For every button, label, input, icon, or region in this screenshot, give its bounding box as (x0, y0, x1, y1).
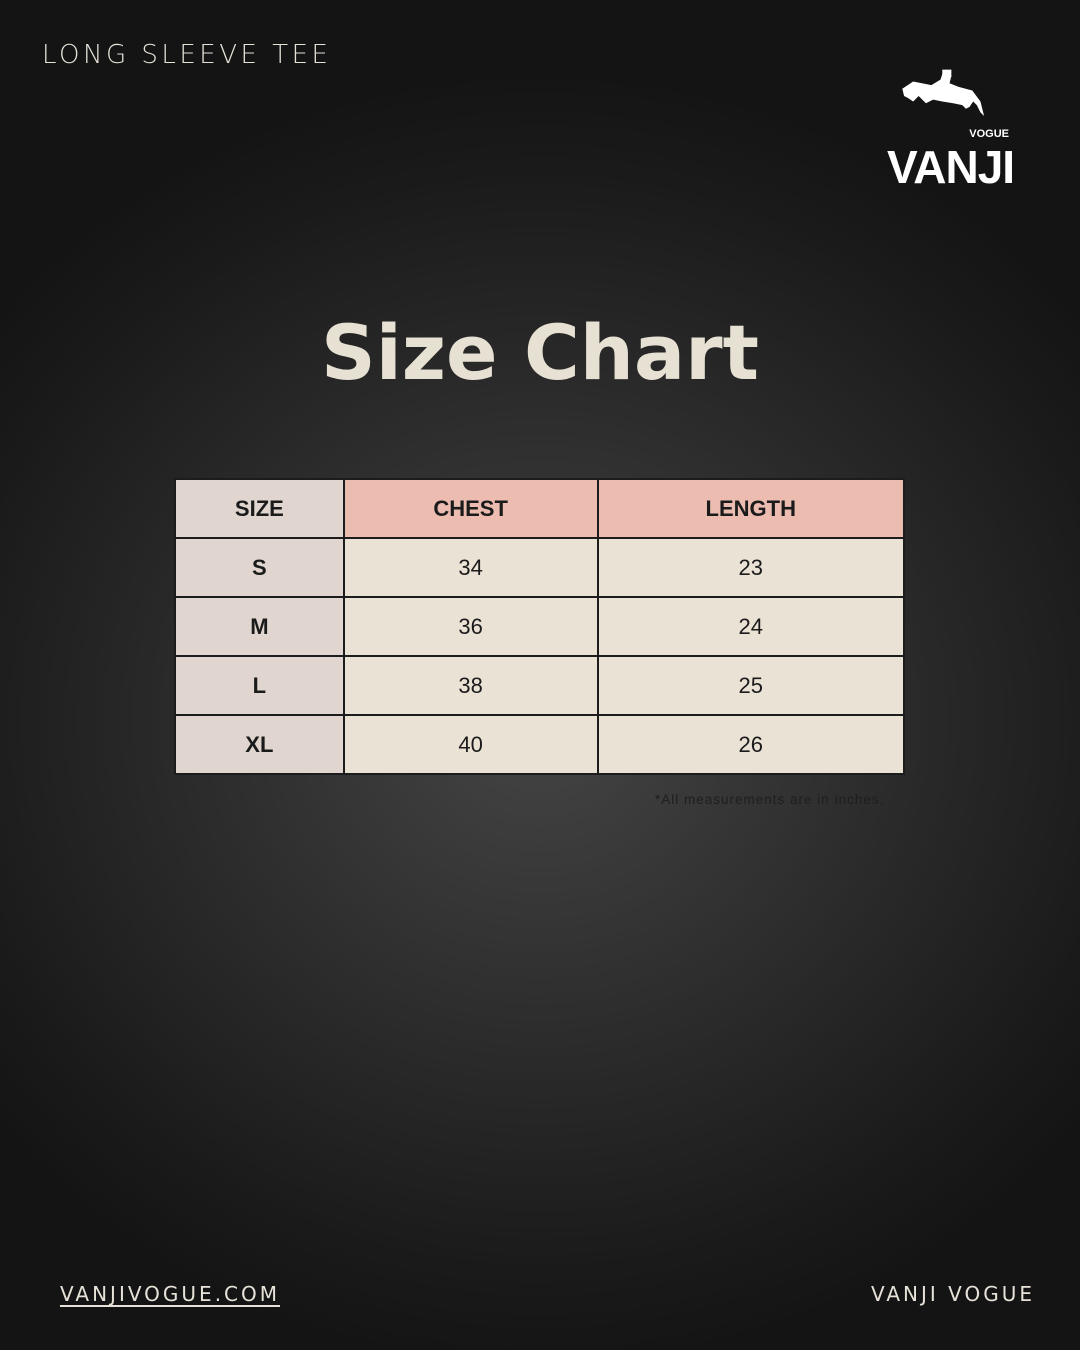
length-cell: 25 (596, 655, 906, 716)
chest-cell: 40 (342, 714, 599, 775)
table-header-row: SIZE CHEST LENGTH (174, 478, 906, 539)
product-subtitle: LONG SLEEVE TEE (42, 40, 332, 70)
chest-cell: 36 (342, 596, 599, 657)
logo-text: VANJI (887, 141, 1015, 193)
show-jumping-horse-icon (902, 69, 985, 116)
length-cell: 24 (596, 596, 906, 657)
length-cell: 23 (596, 537, 906, 598)
table-row: L 38 25 (174, 655, 906, 716)
table-row: XL 40 26 (174, 714, 906, 775)
chest-cell: 38 (342, 655, 599, 716)
header-size: SIZE (174, 478, 345, 539)
size-cell: S (174, 537, 345, 598)
size-cell: L (174, 655, 345, 716)
size-cell: XL (174, 714, 345, 775)
header-chest: CHEST (342, 478, 599, 539)
size-chart-table: SIZE CHEST LENGTH S 34 23 M 36 24 L 38 2… (174, 478, 906, 775)
page-title: Size Chart (320, 308, 759, 397)
table-row: S 34 23 (174, 537, 906, 598)
chest-cell: 34 (342, 537, 599, 598)
brand-logo: VOGUE VANJI (885, 66, 1015, 194)
logo-subtext: VOGUE (969, 128, 1009, 140)
brand-name: VANJI VOGUE (870, 1282, 1035, 1306)
measurement-note: *All measurements are in inches. (655, 792, 885, 807)
header-length: LENGTH (596, 478, 906, 539)
table-row: M 36 24 (174, 596, 906, 657)
size-cell: M (174, 596, 345, 657)
length-cell: 26 (596, 714, 906, 775)
website-link[interactable]: VANJIVOGUE.COM (60, 1282, 281, 1306)
